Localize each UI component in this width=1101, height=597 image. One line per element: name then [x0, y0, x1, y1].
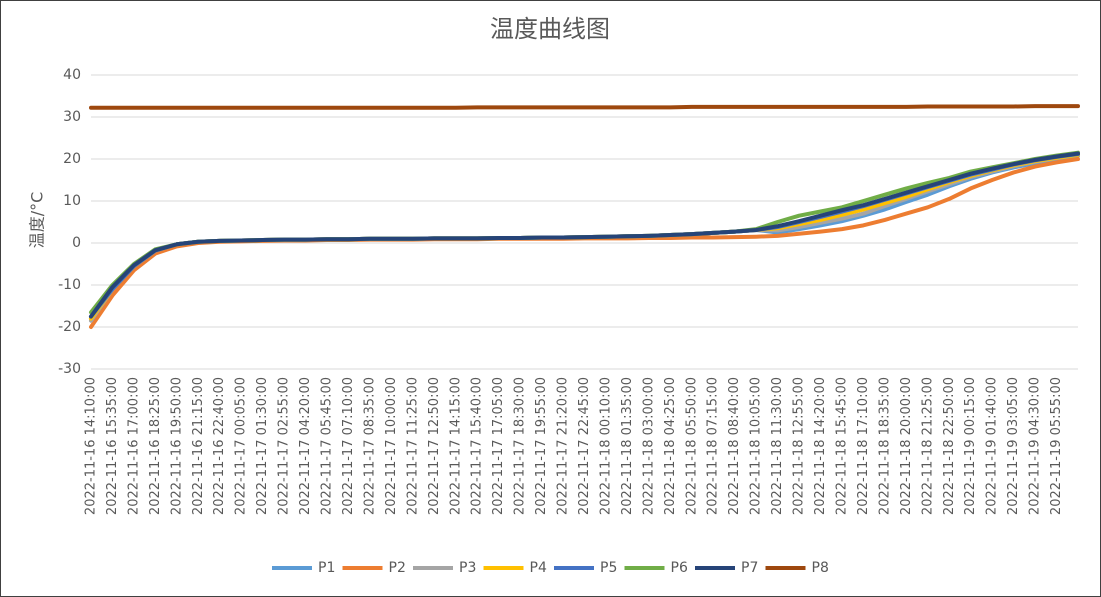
x-tick-label: 2022-11-18 18:35:00	[877, 377, 892, 515]
y-tick-label: 0	[72, 235, 81, 251]
x-tick-label: 2022-11-17 10:00:00	[384, 377, 399, 515]
x-tick-label: 2022-11-17 15:40:00	[470, 377, 485, 515]
x-tick-label: 2022-11-16 21:15:00	[191, 377, 206, 515]
x-tick-label: 2022-11-17 18:30:00	[513, 377, 528, 515]
y-tick-label: 20	[63, 151, 81, 167]
x-tick-label: 2022-11-18 12:55:00	[792, 377, 807, 515]
x-tick-label: 2022-11-17 02:55:00	[277, 377, 292, 515]
y-tick-label: 40	[63, 67, 81, 83]
x-tick-label: 2022-11-18 00:10:00	[598, 377, 613, 515]
x-tick-label: 2022-11-17 08:35:00	[362, 377, 377, 515]
x-tick-label: 2022-11-19 00:15:00	[963, 377, 978, 515]
x-tick-label: 2022-11-18 01:35:00	[620, 377, 635, 515]
x-tick-label: 2022-11-19 04:30:00	[1028, 377, 1043, 515]
x-tick-label: 2022-11-16 17:00:00	[126, 377, 141, 515]
x-tick-label: 2022-11-17 21:20:00	[556, 377, 571, 515]
legend-label: P4	[530, 560, 547, 576]
x-tick-label: 2022-11-17 17:05:00	[491, 377, 506, 515]
legend-label: P7	[741, 560, 758, 576]
x-tick-label: 2022-11-18 21:25:00	[920, 377, 935, 515]
x-tick-label: 2022-11-18 10:05:00	[749, 377, 764, 515]
x-tick-label: 2022-11-17 14:15:00	[448, 377, 463, 515]
legend-label: P5	[600, 560, 617, 576]
legend-label: P6	[671, 560, 688, 576]
series-line	[89, 151, 1080, 319]
x-tick-label: 2022-11-18 03:00:00	[641, 377, 656, 515]
x-tick-label: 2022-11-18 20:00:00	[899, 377, 914, 515]
series-line	[89, 104, 1080, 110]
x-tick-label: 2022-11-16 22:40:00	[212, 377, 227, 515]
x-tick-label: 2022-11-16 15:35:00	[105, 377, 120, 515]
x-tick-label: 2022-11-16 19:50:00	[169, 377, 184, 515]
x-tick-label: 2022-11-18 04:25:00	[663, 377, 678, 515]
y-tick-label: -30	[58, 361, 81, 377]
x-tick-label: 2022-11-17 22:45:00	[577, 377, 592, 515]
y-axis-label: 温度/°C	[28, 192, 47, 249]
x-tick-label: 2022-11-19 03:05:00	[1006, 377, 1021, 515]
x-tick-label: 2022-11-17 05:45:00	[320, 377, 335, 515]
x-tick-label: 2022-11-18 14:20:00	[813, 377, 828, 515]
x-tick-label: 2022-11-18 05:50:00	[684, 377, 699, 515]
x-tick-label: 2022-11-17 19:55:00	[534, 377, 549, 515]
y-tick-label: -10	[58, 277, 81, 293]
x-tick-label: 2022-11-19 05:55:00	[1049, 377, 1064, 515]
legend-label: P3	[459, 560, 476, 576]
x-tick-label: 2022-11-18 17:10:00	[856, 377, 871, 515]
x-tick-label: 2022-11-17 00:05:00	[234, 377, 249, 515]
legend-label: P2	[389, 560, 406, 576]
x-tick-label: 2022-11-18 08:40:00	[727, 377, 742, 515]
x-tick-label: 2022-11-16 14:10:00	[84, 377, 99, 515]
x-tick-label: 2022-11-18 15:45:00	[834, 377, 849, 515]
x-tick-label: 2022-11-18 11:30:00	[770, 377, 785, 515]
x-tick-label: 2022-11-17 04:20:00	[298, 377, 313, 515]
chart-title: 温度曲线图	[490, 15, 610, 43]
x-tick-label: 2022-11-17 07:10:00	[341, 377, 356, 515]
legend-label: P8	[812, 560, 829, 576]
y-tick-label: -20	[58, 319, 81, 335]
legend-label: P1	[318, 560, 335, 576]
x-tick-label: 2022-11-17 11:25:00	[405, 377, 420, 515]
x-tick-label: 2022-11-17 01:30:00	[255, 377, 270, 515]
x-tick-label: 2022-11-16 18:25:00	[148, 377, 163, 515]
x-tick-label: 2022-11-19 01:40:00	[985, 377, 1000, 515]
x-tick-label: 2022-11-18 07:15:00	[706, 377, 721, 515]
x-tick-label: 2022-11-17 12:50:00	[427, 377, 442, 515]
y-tick-label: 10	[63, 193, 81, 209]
x-tick-label: 2022-11-18 22:50:00	[942, 377, 957, 515]
y-tick-label: 30	[63, 109, 81, 125]
